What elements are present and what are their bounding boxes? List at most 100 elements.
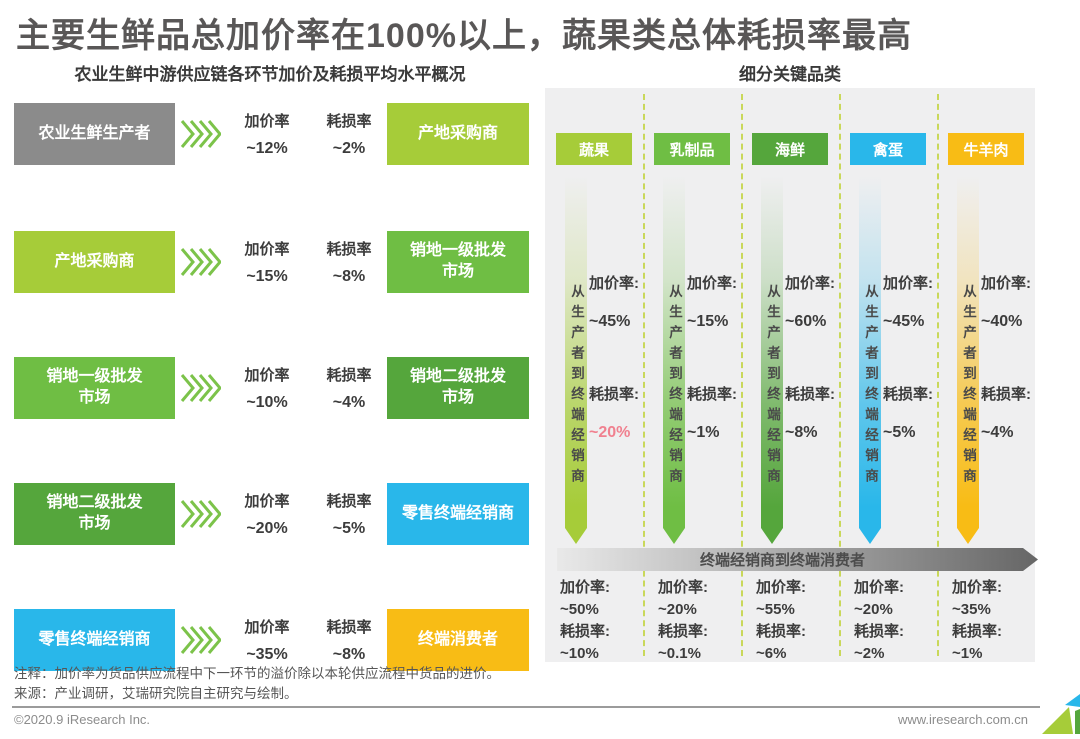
- markup-stat: 加价率: ~60%: [785, 272, 835, 331]
- stage-box-producer: 农业生鲜生产者: [14, 103, 175, 165]
- markup-label: 加价率:: [981, 275, 1031, 292]
- footer-divider: [12, 706, 1040, 708]
- loss-label: 耗损率:: [981, 386, 1031, 403]
- loss-label: 耗损率:: [854, 623, 904, 640]
- loss-stat: 耗损率: ~4%: [981, 383, 1031, 442]
- chevron-arrow-icon: [179, 372, 221, 404]
- chevron-arrow-icon: [179, 246, 221, 278]
- loss-stat: 耗损率: ~20%: [589, 383, 639, 442]
- stage-box-end-consumer: 终端消费者: [387, 609, 529, 671]
- markup-stat: 加价率 ~15%: [229, 238, 305, 286]
- producer-to-retailer-arrow: [761, 176, 783, 544]
- markup-label: 加价率: [244, 493, 290, 510]
- producer-flow-label: 从生产者到终端经销商: [667, 284, 682, 489]
- markup-stat: 加价率 ~35%: [229, 616, 305, 664]
- supply-chain-flow: 农业生鲜生产者 加价率 ~12% 耗损率 ~2% 产地采购商 产地采购商 加价率…: [14, 100, 529, 672]
- markup-stat: 加价率 ~12%: [229, 110, 305, 158]
- consumer-stage-stats: 加价率: ~20% 耗损率: ~2%: [854, 577, 904, 665]
- markup-label: 加价率:: [560, 579, 610, 596]
- category-chip: 禽蛋: [850, 133, 926, 165]
- flow-row: 销地一级批发 市场 加价率 ~10% 耗损率 ~4% 销地二级批发 市场: [14, 357, 529, 419]
- iresearch-logo-icon: [1040, 694, 1080, 734]
- page-title: 主要生鲜品总加价率在100%以上，蔬果类总体耗损率最高: [16, 17, 912, 55]
- loss-value: ~2%: [854, 645, 885, 662]
- dashed-separator: [741, 94, 743, 656]
- markup-stat: 加价率 ~20%: [229, 490, 305, 538]
- markup-value: ~15%: [246, 268, 288, 285]
- copyright-text: ©2020.9 iResearch Inc.: [14, 712, 151, 727]
- producer-flow-label: 从生产者到终端经销商: [569, 284, 584, 489]
- chevron-arrow-icon: [179, 498, 221, 530]
- loss-value: ~0.1%: [658, 645, 701, 662]
- loss-value: ~4%: [981, 424, 1014, 441]
- producer-to-retailer-arrow: [565, 176, 587, 544]
- markup-value: ~20%: [854, 601, 893, 618]
- loss-label: 耗损率:: [658, 623, 708, 640]
- loss-value: ~2%: [332, 140, 366, 157]
- loss-label: 耗损率: [326, 619, 372, 636]
- producer-flow-label: 从生产者到终端经销商: [961, 284, 976, 489]
- stage-box-retail-terminal: 零售终端经销商: [387, 483, 529, 545]
- markup-label: 加价率:: [658, 579, 708, 596]
- producer-to-retailer-arrow: [957, 176, 979, 544]
- markup-label: 加价率:: [589, 275, 639, 292]
- loss-label: 耗损率:: [589, 386, 639, 403]
- loss-label: 耗损率: [326, 113, 372, 130]
- markup-stat: 加价率 ~10%: [229, 364, 305, 412]
- footnotes: 注释：加价率为货品供应流程中下一环节的溢价除以本轮供应流程中货品的进价。 来源：…: [14, 664, 500, 704]
- loss-label: 耗损率: [326, 367, 372, 384]
- category-chip: 牛羊肉: [948, 133, 1024, 165]
- category-panel: 蔬果 从生产者到终端经销商 加价率: ~45% 耗损率: ~20% 加价率: ~…: [545, 88, 1035, 662]
- category-column-vegetables-fruit: 蔬果 从生产者到终端经销商 加价率: ~45% 耗损率: ~20% 加价率: ~…: [545, 88, 643, 662]
- category-column-dairy: 乳制品 从生产者到终端经销商 加价率: ~15% 耗损率: ~1% 加价率: ~…: [643, 88, 741, 662]
- loss-value: ~10%: [560, 645, 599, 662]
- stage-box-primary-wholesale: 销地一级批发 市场: [387, 231, 529, 293]
- loss-stat: 耗损率 ~4%: [311, 364, 387, 412]
- flow-row: 农业生鲜生产者 加价率 ~12% 耗损率 ~2% 产地采购商: [14, 103, 529, 165]
- loss-label: 耗损率: [326, 241, 372, 258]
- loss-value: ~5%: [883, 424, 916, 441]
- loss-stat: 耗损率: ~5%: [883, 383, 933, 442]
- markup-label: 加价率:: [883, 275, 933, 292]
- markup-label: 加价率:: [687, 275, 737, 292]
- markup-value: ~35%: [952, 601, 991, 618]
- category-column-poultry-eggs: 禽蛋 从生产者到终端经销商 加价率: ~45% 耗损率: ~5% 加价率: ~2…: [839, 88, 937, 662]
- markup-stat: 加价率: ~45%: [589, 272, 639, 331]
- producer-flow-label: 从生产者到终端经销商: [765, 284, 780, 489]
- markup-value: ~55%: [756, 601, 795, 618]
- markup-label: 加价率: [244, 113, 290, 130]
- loss-value: ~4%: [332, 394, 366, 411]
- category-column-seafood: 海鲜 从生产者到终端经销商 加价率: ~60% 耗损率: ~8% 加价率: ~5…: [741, 88, 839, 662]
- markup-value: ~50%: [560, 601, 599, 618]
- stage-box-secondary-wholesale: 销地二级批发 市场: [14, 483, 175, 545]
- stage-box-secondary-wholesale: 销地二级批发 市场: [387, 357, 529, 419]
- consumer-flow-label: 终端经销商到终端消费者: [700, 552, 866, 569]
- loss-value: ~1%: [687, 424, 720, 441]
- loss-stat: 耗损率 ~5%: [311, 490, 387, 538]
- left-section-subtitle: 农业生鲜中游供应链各环节加价及耗损平均水平概况: [74, 65, 466, 84]
- markup-value: ~10%: [246, 394, 288, 411]
- loss-value: ~8%: [332, 646, 366, 663]
- chevron-arrow-icon: [179, 624, 221, 656]
- loss-label: 耗损率:: [687, 386, 737, 403]
- markup-stat: 加价率: ~15%: [687, 272, 737, 331]
- flow-row: 零售终端经销商 加价率 ~35% 耗损率 ~8% 终端消费者: [14, 609, 529, 671]
- markup-value: ~35%: [246, 646, 288, 663]
- markup-label: 加价率: [244, 241, 290, 258]
- markup-stat: 加价率: ~40%: [981, 272, 1031, 331]
- markup-value: ~20%: [658, 601, 697, 618]
- markup-label: 加价率: [244, 367, 290, 384]
- markup-value: ~45%: [589, 313, 631, 330]
- dashed-separator: [937, 94, 939, 656]
- dashed-separator: [839, 94, 841, 656]
- right-section-subtitle: 细分关键品类: [739, 65, 841, 84]
- retailer-to-consumer-arrow: 终端经销商到终端消费者: [557, 548, 1038, 571]
- flow-row: 产地采购商 加价率 ~15% 耗损率 ~8% 销地一级批发 市场: [14, 231, 529, 293]
- flow-row: 销地二级批发 市场 加价率 ~20% 耗损率 ~5% 零售终端经销商: [14, 483, 529, 545]
- consumer-stage-stats: 加价率: ~55% 耗损率: ~6%: [756, 577, 806, 665]
- source-note: 来源：产业调研，艾瑞研究院自主研究与绘制。: [14, 686, 298, 701]
- markup-stat: 加价率: ~45%: [883, 272, 933, 331]
- markup-label: 加价率:: [785, 275, 835, 292]
- stage-box-primary-wholesale: 销地一级批发 市场: [14, 357, 175, 419]
- markup-label: 加价率: [244, 619, 290, 636]
